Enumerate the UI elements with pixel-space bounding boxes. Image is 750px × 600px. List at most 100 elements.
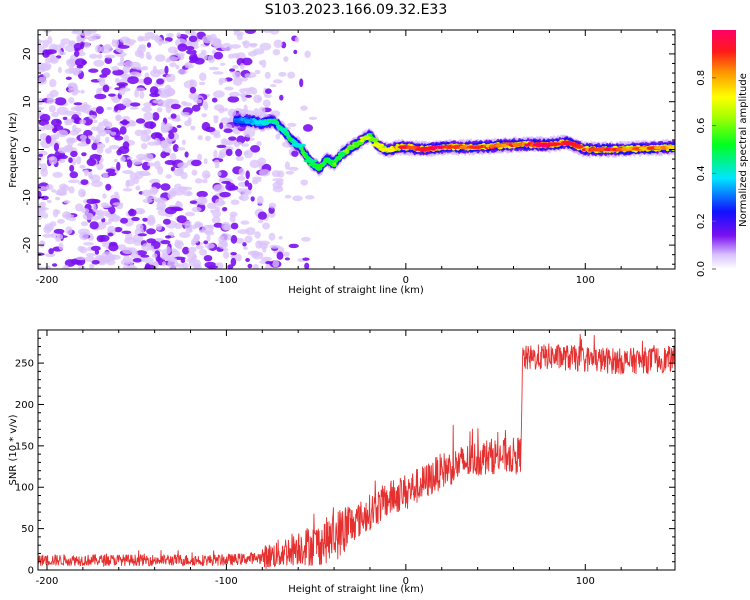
noise-blob — [154, 160, 161, 170]
noise-blob — [164, 206, 177, 215]
noise-blob — [107, 171, 117, 177]
noise-blob — [250, 145, 261, 153]
noise-blob — [145, 196, 157, 200]
noise-blob — [302, 257, 310, 261]
noise-blob — [238, 168, 245, 176]
noise-blob — [211, 97, 218, 103]
noise-blob — [172, 144, 179, 152]
noise-blob — [198, 249, 208, 256]
noise-blob — [202, 178, 208, 184]
signal-cell — [368, 133, 373, 136]
y-tick-label: -10 — [22, 189, 33, 205]
noise-blob — [158, 40, 170, 44]
noise-blob — [169, 62, 177, 68]
noise-blob — [104, 54, 116, 59]
noise-blob — [56, 234, 64, 240]
noise-blob — [243, 246, 248, 250]
y-tick-label: 200 — [15, 400, 34, 411]
noise-blob — [135, 87, 146, 92]
noise-blob — [56, 219, 65, 224]
noise-blob — [141, 106, 153, 113]
noise-blob — [191, 104, 201, 112]
noise-blob — [156, 223, 162, 231]
noise-blob — [91, 143, 98, 151]
noise-blob — [240, 220, 250, 225]
noise-blob — [66, 137, 76, 142]
noise-blob — [90, 245, 101, 252]
noise-blob — [114, 226, 123, 233]
noise-blob — [71, 158, 77, 166]
noise-blob — [89, 263, 95, 269]
noise-blob — [120, 55, 125, 65]
noise-blob — [165, 73, 176, 83]
noise-blob — [124, 38, 131, 42]
noise-blob — [149, 86, 159, 95]
noise-blob — [38, 186, 49, 191]
noise-blob — [171, 248, 178, 253]
noise-blob — [111, 66, 120, 71]
noise-blob — [220, 62, 226, 66]
noise-blob — [188, 60, 197, 64]
noise-blob — [146, 238, 156, 244]
noise-blob — [129, 106, 139, 110]
noise-blob — [154, 132, 162, 139]
noise-blob — [229, 68, 236, 72]
noise-blob — [38, 111, 42, 117]
noise-blob — [64, 259, 76, 267]
noise-blob — [213, 159, 220, 166]
noise-blob — [169, 152, 177, 161]
noise-blob — [230, 222, 239, 230]
noise-blob — [170, 113, 177, 119]
noise-blob — [48, 248, 54, 255]
noise-blob — [146, 42, 152, 48]
noise-blob — [99, 74, 108, 78]
noise-blob — [96, 235, 106, 243]
noise-blob — [49, 221, 57, 228]
noise-blob — [196, 190, 208, 198]
noise-blob — [134, 49, 144, 58]
noise-blob — [203, 158, 208, 165]
noise-blob — [186, 49, 197, 55]
noise-blob — [126, 264, 138, 269]
noise-blob — [303, 124, 313, 132]
noise-blob — [188, 246, 197, 253]
y-tick-label: -20 — [22, 237, 33, 253]
noise-blob — [80, 221, 89, 227]
noise-blob — [95, 209, 101, 216]
noise-blob — [184, 211, 196, 217]
signal-peak — [255, 120, 263, 125]
noise-blob — [101, 221, 112, 225]
noise-blob — [228, 136, 237, 141]
noise-blob — [155, 197, 168, 204]
noise-blob — [62, 264, 70, 269]
noise-blob — [252, 87, 258, 95]
noise-blob — [134, 89, 140, 98]
noise-blob — [244, 180, 250, 187]
noise-blob — [241, 143, 250, 147]
noise-blob — [189, 79, 198, 89]
noise-blob — [67, 179, 80, 184]
noise-blob — [108, 243, 119, 252]
noise-blob — [127, 76, 139, 85]
noise-blob — [79, 231, 89, 241]
noise-blob — [202, 100, 208, 109]
noise-blob — [108, 206, 116, 215]
noise-blob — [65, 226, 73, 235]
noise-blob — [162, 218, 171, 225]
noise-blob — [123, 255, 131, 264]
noise-blob — [146, 228, 156, 235]
noise-blob — [200, 49, 207, 55]
noise-blob — [125, 232, 133, 241]
noise-blob — [293, 49, 298, 55]
noise-blob — [243, 104, 248, 113]
noise-blob — [51, 124, 64, 132]
noise-blob — [189, 200, 198, 204]
noise-blob — [96, 146, 104, 154]
noise-blob — [38, 190, 42, 200]
noise-blob — [137, 35, 144, 42]
noise-blob — [212, 209, 222, 218]
noise-blob — [236, 33, 243, 41]
noise-blob — [160, 183, 171, 191]
noise-blob — [43, 72, 51, 79]
noise-blob — [72, 67, 79, 75]
